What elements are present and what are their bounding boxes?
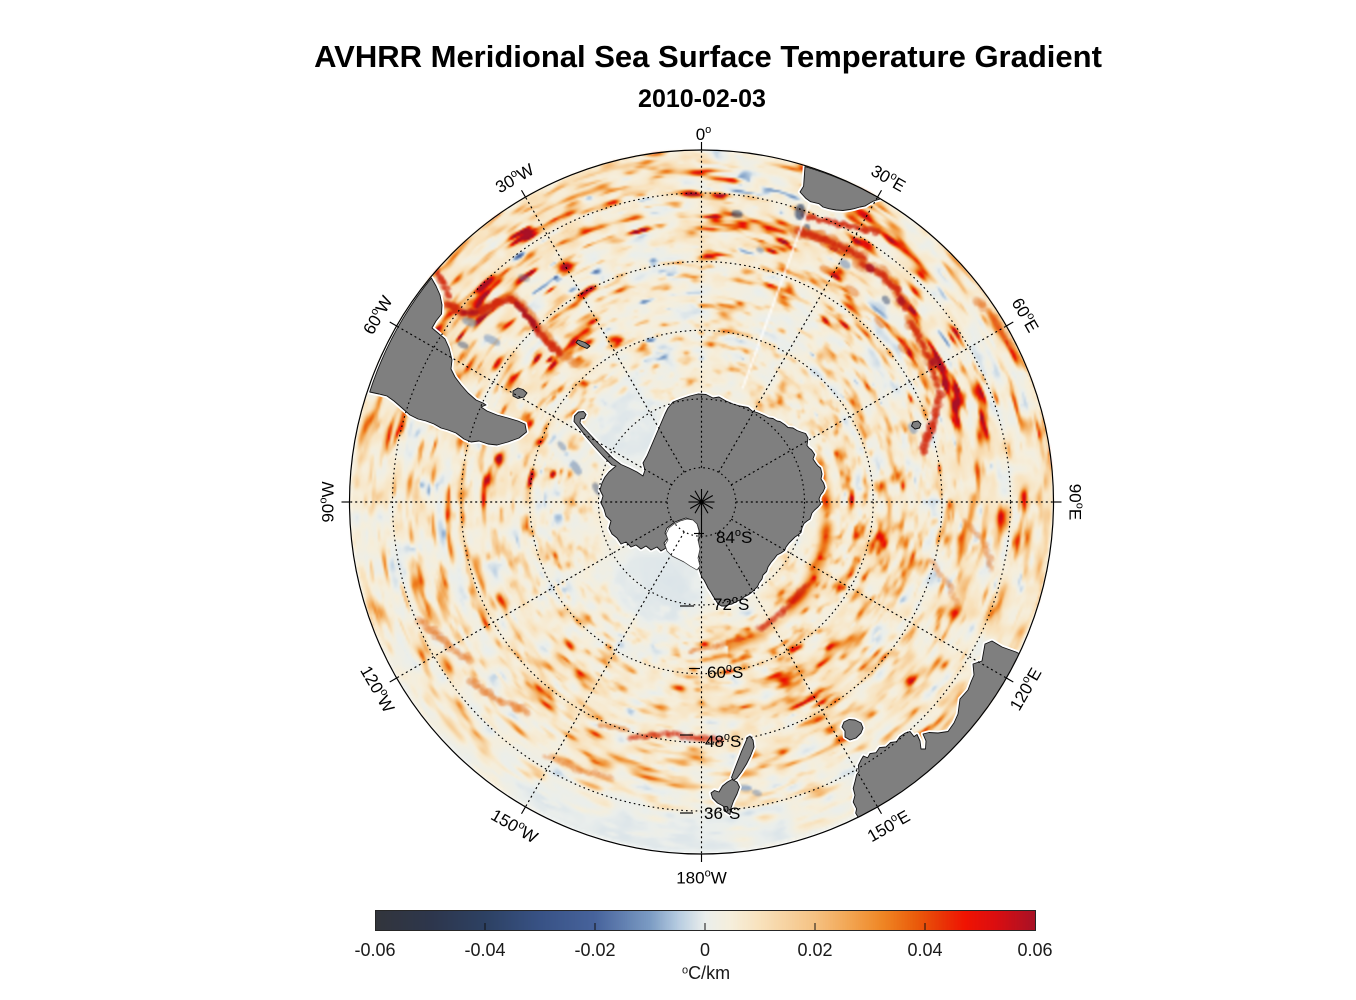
- svg-text:-0.06: -0.06: [354, 940, 395, 960]
- svg-text:90oW: 90oW: [318, 481, 338, 522]
- svg-text:48oS: 48oS: [705, 731, 741, 751]
- svg-text:60oS: 60oS: [707, 662, 743, 682]
- svg-text:90oE: 90oE: [1066, 484, 1086, 520]
- svg-text:84oS: 84oS: [716, 527, 752, 547]
- svg-text:0: 0: [700, 940, 710, 960]
- svg-text:0.04: 0.04: [907, 940, 942, 960]
- svg-text:0.06: 0.06: [1017, 940, 1052, 960]
- svg-text:oC/km: oC/km: [682, 963, 730, 983]
- svg-text:30oW: 30oW: [492, 159, 538, 197]
- svg-text:-0.04: -0.04: [464, 940, 505, 960]
- svg-text:150oE: 150oE: [864, 806, 914, 846]
- svg-text:180oW: 180oW: [676, 868, 727, 888]
- svg-text:0.02: 0.02: [797, 940, 832, 960]
- svg-text:60oW: 60oW: [359, 292, 397, 338]
- svg-text:72oS: 72oS: [713, 594, 749, 614]
- svg-text:60oE: 60oE: [1008, 294, 1044, 336]
- svg-text:120oE: 120oE: [1005, 664, 1045, 714]
- svg-text:36oS: 36oS: [704, 803, 740, 823]
- svg-text:0o: 0o: [696, 124, 712, 144]
- svg-text:30oE: 30oE: [868, 160, 910, 196]
- svg-text:-0.02: -0.02: [574, 940, 615, 960]
